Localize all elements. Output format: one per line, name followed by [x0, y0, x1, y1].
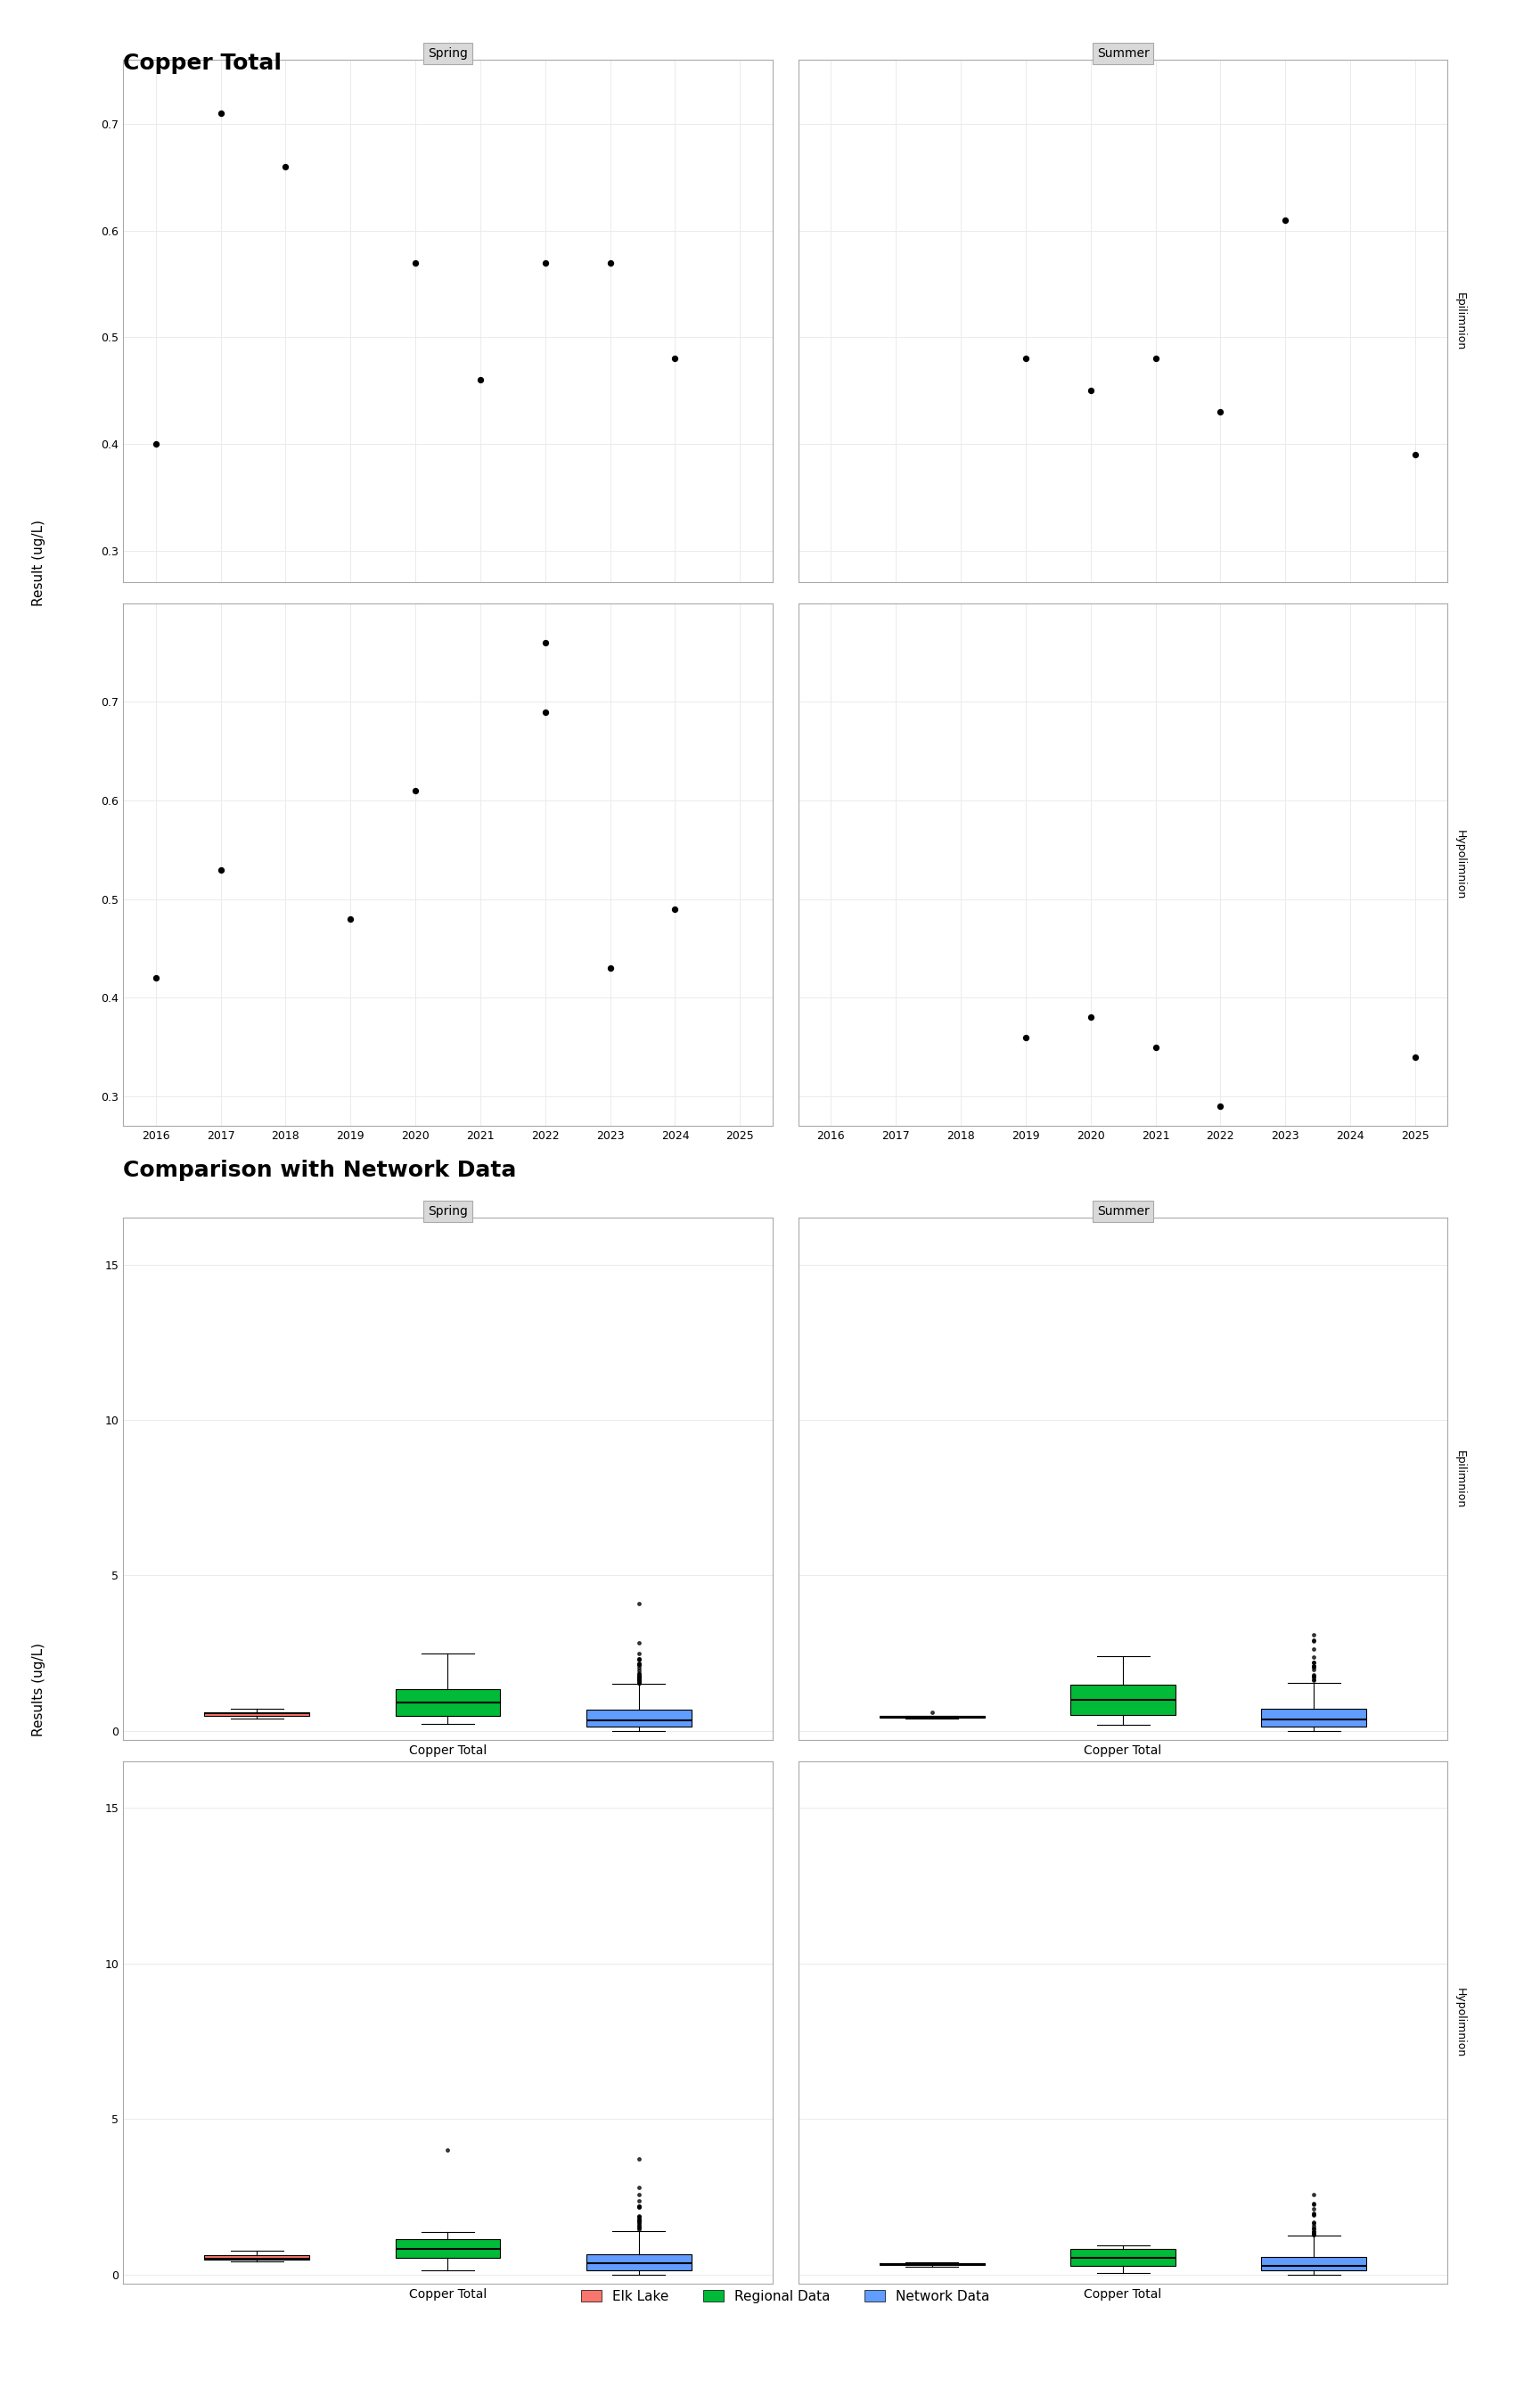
Point: [1013, 340, 1038, 379]
PathPatch shape: [1070, 2250, 1175, 2267]
Point: [1403, 1037, 1428, 1076]
Text: Result (ug/L): Result (ug/L): [32, 520, 45, 606]
Title: Spring: Spring: [428, 1205, 468, 1217]
PathPatch shape: [396, 2240, 501, 2257]
Point: [1013, 1018, 1038, 1057]
PathPatch shape: [1261, 1708, 1366, 1728]
PathPatch shape: [1261, 2257, 1366, 2271]
Text: Hypolimnion: Hypolimnion: [1454, 829, 1466, 898]
PathPatch shape: [587, 1708, 691, 1728]
Point: [1207, 393, 1232, 431]
PathPatch shape: [396, 1689, 501, 1716]
Point: [403, 772, 428, 810]
Point: [403, 244, 428, 283]
PathPatch shape: [205, 1713, 310, 1716]
Title: Spring: Spring: [428, 48, 468, 60]
Point: [339, 898, 363, 937]
Text: Epilimnion: Epilimnion: [1454, 1450, 1466, 1507]
Point: [1078, 999, 1103, 1037]
Point: [1403, 436, 1428, 474]
Point: [143, 424, 168, 462]
Legend: Elk Lake, Regional Data, Network Data: Elk Lake, Regional Data, Network Data: [576, 2283, 995, 2307]
PathPatch shape: [1070, 1684, 1175, 1716]
PathPatch shape: [205, 2255, 310, 2259]
Point: [533, 244, 557, 283]
Text: Copper Total: Copper Total: [123, 53, 282, 74]
Point: [143, 958, 168, 997]
Point: [1207, 1088, 1232, 1126]
Point: [208, 851, 233, 889]
Point: [662, 889, 687, 927]
Text: Results (ug/L): Results (ug/L): [32, 1641, 45, 1737]
Point: [208, 93, 233, 132]
Text: Epilimnion: Epilimnion: [1454, 292, 1466, 350]
Point: [1078, 371, 1103, 410]
Point: [533, 623, 557, 661]
Point: [468, 362, 493, 400]
Text: Comparison with Network Data: Comparison with Network Data: [123, 1160, 516, 1181]
Point: [533, 692, 557, 731]
Point: [1143, 340, 1167, 379]
Title: Summer: Summer: [1096, 48, 1149, 60]
Point: [1274, 1126, 1298, 1164]
Point: [1274, 201, 1298, 240]
Point: [598, 949, 622, 987]
Point: [1143, 1028, 1167, 1066]
Text: Hypolimnion: Hypolimnion: [1454, 1989, 1466, 2058]
Title: Summer: Summer: [1096, 1205, 1149, 1217]
Point: [598, 244, 622, 283]
PathPatch shape: [587, 2255, 691, 2271]
Point: [273, 149, 297, 187]
Point: [662, 340, 687, 379]
